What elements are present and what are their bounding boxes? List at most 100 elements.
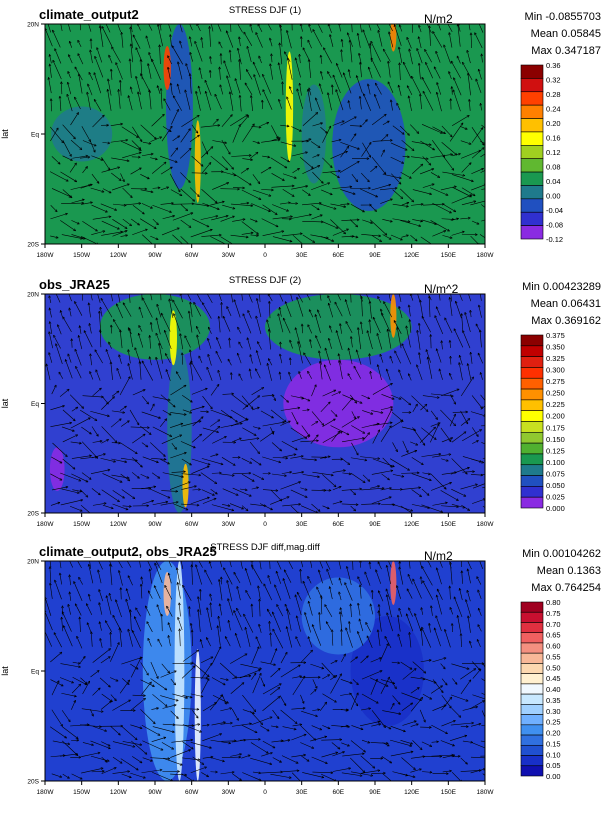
field-region [332,79,406,211]
colorbar-swatch [520,744,544,756]
colorbar-label: 0.08 [546,163,561,172]
field-region [390,561,397,605]
colorbar-label: 0.275 [546,377,565,386]
x-tick-label: 60W [185,252,199,259]
x-tick-label: 180W [37,252,55,259]
colorbar-label: 0.250 [546,389,565,398]
stat-line: Min -0.0855703 [525,11,601,23]
y-tick-label: 20N [27,559,39,566]
chart-panel-1: 180W 150W 120W 90W 60W 30W 0 30E 60E 90E 120E 150E 1… [0,5,601,259]
x-tick-label: 90E [369,521,381,528]
x-tick-label: 150E [441,521,457,528]
field-region [174,561,185,781]
y-tick-label: Eq [31,401,39,408]
colorbar-swatch [520,388,544,401]
panel-left-title: obs_JRA25 [39,277,110,292]
colorbar-swatch [520,91,544,106]
x-tick-label: 30W [222,789,236,796]
colorbar-label: 0.35 [546,696,561,705]
x-tick-label: 0 [263,789,267,796]
colorbar-swatch [520,724,544,736]
chart-panel-3: 180W 150W 120W 90W 60W 30W 0 30E 60E 90E 120E 150E 1… [0,542,601,796]
colorbar-label: 0.150 [546,435,565,444]
colorbar-label: -0.12 [546,235,563,244]
colorbar-label: 0.75 [546,609,561,618]
field-region [283,359,394,448]
y-tick-label: 20N [27,22,39,29]
x-tick-label: 180W [37,521,55,528]
x-tick-label: 60E [333,521,345,528]
x-tick-label: 120W [110,521,128,528]
colorbar-swatch [520,632,544,644]
colorbar-label: 0.12 [546,148,561,157]
stat-line: Max 0.369162 [531,315,601,327]
panel-center-title: STRESS DJF diff,mag.diff [210,542,320,553]
colorbar-label: 0.20 [546,119,561,128]
y-axis-label: lat [0,666,10,676]
colorbar-swatch [520,367,544,379]
vector-field [45,294,485,513]
stat-line: Max 0.764254 [531,582,601,594]
colorbar-label: 0.200 [546,412,565,421]
y-tick-label: 20S [27,779,39,786]
x-tick-label: 180W [37,789,55,796]
colorbar-label: 0.04 [546,177,561,186]
colorbar-label: 0.325 [546,354,565,363]
colorbar-swatch [520,663,544,674]
stat-line: Mean 0.05845 [531,28,601,40]
colorbar-swatch [520,486,544,498]
colorbar-label: 0.350 [546,343,565,352]
colorbar-label: 0.20 [546,729,561,738]
field-region [350,616,424,726]
colorbar-swatch [520,377,544,390]
colorbar-label: 0.70 [546,620,561,629]
colorbar-swatch [520,145,544,159]
field-region [390,24,397,52]
colorbar-label: 0.16 [546,134,561,143]
y-axis-label: lat [0,129,10,139]
colorbar-swatch [520,158,544,173]
colorbar-swatch [520,683,544,695]
field-region [182,463,189,508]
colorbar-label: 0.30 [546,707,561,716]
colorbar-label: 0.100 [546,458,565,467]
y-tick-label: 20S [27,511,39,518]
colorbar-swatch [520,475,544,487]
colorbar-label: 0.00 [546,772,561,781]
colorbar-label: 0.000 [546,504,565,513]
x-tick-label: 180W [477,789,495,796]
panel-units: N/m^2 [424,282,459,296]
x-tick-label: 90W [148,521,162,528]
colorbar-swatch [520,734,544,746]
colorbar-swatch [520,652,544,664]
colorbar-label: 0.025 [546,492,565,501]
x-tick-label: 150W [73,521,91,528]
x-tick-label: 180W [477,252,495,259]
stat-line: Mean 0.06431 [531,298,601,310]
colorbar-label: 0.175 [546,423,565,432]
colorbar-swatch [520,622,544,634]
field-region [194,649,201,781]
field-region [265,294,412,360]
colorbar-swatch [520,496,544,509]
colorbar-label: 0.075 [546,469,565,478]
x-tick-label: 60W [185,789,199,796]
colorbar-swatch [520,211,544,226]
colorbar-swatch [520,693,544,705]
x-tick-label: 0 [263,252,267,259]
x-tick-label: 150W [73,789,91,796]
colorbar-swatch [520,673,544,685]
colorbar-swatch [520,755,544,767]
field-region [51,106,113,162]
colorbar-swatch [520,464,544,476]
x-tick-label: 120W [110,252,128,259]
colorbar-swatch [520,104,544,119]
panel-units: N/m2 [424,12,453,26]
colorbar-swatch [520,171,544,186]
x-tick-label: 90W [148,789,162,796]
x-tick-label: 30E [296,521,308,528]
field-region [390,294,397,338]
x-tick-label: 30E [296,789,308,796]
x-tick-label: 120E [404,521,420,528]
